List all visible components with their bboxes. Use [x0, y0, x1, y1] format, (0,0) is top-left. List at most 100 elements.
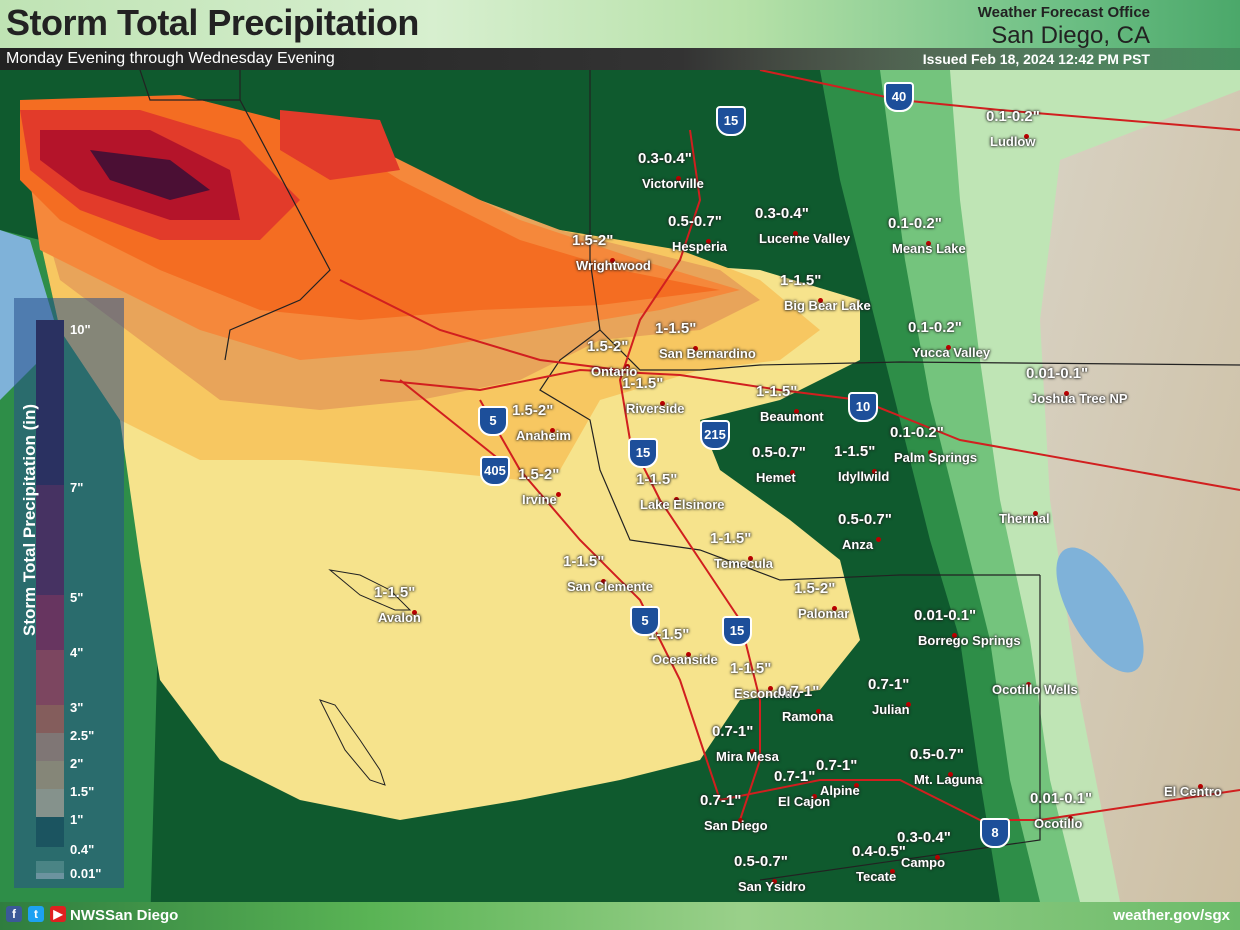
place-name: Ontario — [591, 364, 638, 379]
legend-tick: 1.5" — [70, 784, 95, 799]
precip-value: 1.5-2" — [518, 466, 560, 483]
footer-url[interactable]: weather.gov/sgx — [1113, 907, 1230, 924]
city-dot — [948, 772, 953, 777]
legend-tick: 2" — [70, 756, 84, 771]
city-dot — [818, 298, 823, 303]
place-name: Avalon — [378, 610, 421, 625]
precip-value: 0.7-1" — [868, 676, 910, 693]
place-name: San Ysidro — [738, 879, 806, 894]
office-line: Weather Forecast Office — [977, 4, 1150, 21]
facebook-icon[interactable]: f — [6, 906, 22, 922]
precip-value: 0.4-0.5" — [852, 843, 906, 860]
precip-value: 0.5-0.7" — [734, 853, 788, 870]
place-name: Mira Mesa — [716, 749, 779, 764]
city-dot — [812, 794, 817, 799]
precip-value: 0.7-1" — [712, 723, 754, 740]
place-name: Tecate — [856, 869, 897, 884]
precip-value: 1-1.5" — [834, 443, 876, 460]
interstate-shield-icon: 8 — [980, 818, 1010, 848]
interstate-shield-icon: 15 — [716, 106, 746, 136]
interstate-shield-icon: 5 — [630, 606, 660, 636]
city-dot — [768, 686, 773, 691]
legend-tick: 3" — [70, 700, 84, 715]
place-name: Thermal — [999, 511, 1050, 526]
twitter-icon[interactable]: t — [28, 906, 44, 922]
precip-value: 0.3-0.4" — [755, 205, 809, 222]
city-dot — [935, 855, 940, 860]
highway-network — [339, 69, 1240, 821]
precip-value: 0.1-0.2" — [986, 108, 1040, 125]
city-dot — [686, 652, 691, 657]
city-dot — [750, 749, 755, 754]
legend-tick: 7" — [70, 480, 84, 495]
city-dot — [706, 239, 711, 244]
footer-handle[interactable]: NWSSan Diego — [70, 907, 179, 924]
place-name: El Centro — [1164, 784, 1222, 799]
footer-bar — [0, 902, 1240, 930]
interstate-shield-icon: 10 — [848, 392, 878, 422]
place-name: Lake Elsinore — [640, 497, 725, 512]
interstate-shield-icon: 15 — [628, 438, 658, 468]
place-name: Idyllwild — [838, 469, 890, 484]
place-name: Anza — [842, 537, 874, 552]
place-name: San Bernardino — [659, 346, 756, 361]
precip-value: 1-1.5" — [622, 375, 664, 392]
city-dot — [952, 633, 957, 638]
place-name: Ocotillo — [1034, 816, 1083, 831]
city-dot — [876, 537, 881, 542]
city-dot — [412, 610, 417, 615]
precip-value: 1.5-2" — [587, 338, 629, 355]
precip-value: 0.01-0.1" — [1026, 365, 1089, 382]
place-name: Campo — [901, 855, 946, 870]
precip-value: 1-1.5" — [563, 553, 605, 570]
city-dot — [793, 231, 798, 236]
legend-title: Storm Total Precipitation (in) — [20, 403, 39, 637]
interstate-shield-icon: 215 — [700, 420, 730, 450]
city-dot — [816, 709, 821, 714]
youtube-icon[interactable]: ▶ — [50, 906, 66, 922]
precip-value: 0.5-0.7" — [838, 511, 892, 528]
place-name: Escondido — [734, 686, 801, 701]
place-name: El Cajon — [778, 794, 831, 809]
legend-tick: 10" — [70, 322, 91, 337]
precip-value: 0.01-0.1" — [914, 607, 977, 624]
precip-value: 1-1.5" — [636, 471, 678, 488]
place-name: Joshua Tree NP — [1030, 391, 1128, 406]
place-name: Means Lake — [892, 241, 966, 256]
subtitle-bar — [0, 48, 1240, 70]
place-name: Hemet — [756, 470, 796, 485]
place-name: Big Bear Lake — [784, 298, 871, 313]
precip-value: 1-1.5" — [756, 383, 798, 400]
map-subtitle: Monday Evening through Wednesday Evening — [6, 50, 335, 67]
precip-value: 1-1.5" — [655, 320, 697, 337]
city-dot — [928, 450, 933, 455]
precip-value: 0.1-0.2" — [890, 424, 944, 441]
legend-tick: 4" — [70, 645, 84, 660]
place-name: Alpine — [820, 783, 860, 798]
precip-value: 1-1.5" — [730, 660, 772, 677]
city-dot — [794, 409, 799, 414]
place-name: Irvine — [522, 492, 557, 507]
precip-value: 1.5-2" — [572, 232, 614, 249]
city-dot — [1026, 682, 1031, 687]
office-city: San Diego, CA — [991, 22, 1150, 49]
legend-tick: 0.01" — [70, 866, 102, 881]
zone-4-5in-b — [280, 110, 400, 180]
precip-value: 0.5-0.7" — [910, 746, 964, 763]
city-dot — [676, 176, 681, 181]
city-dot — [693, 346, 698, 351]
city-dot — [660, 401, 665, 406]
city-dot — [1024, 134, 1029, 139]
city-dot — [601, 579, 606, 584]
city-dot — [890, 869, 895, 874]
place-name: Ocotillo Wells — [992, 682, 1078, 697]
legend-tick: 2.5" — [70, 728, 95, 743]
interstate-shield-icon: 405 — [480, 456, 510, 486]
place-name: Ludlow — [990, 134, 1036, 149]
legend-panel — [14, 298, 124, 888]
city-dot — [832, 606, 837, 611]
issued-timestamp: Issued Feb 18, 2024 12:42 PM PST — [922, 51, 1150, 67]
place-name: Victorville — [642, 176, 704, 191]
place-name: Yucca Valley — [912, 345, 991, 360]
